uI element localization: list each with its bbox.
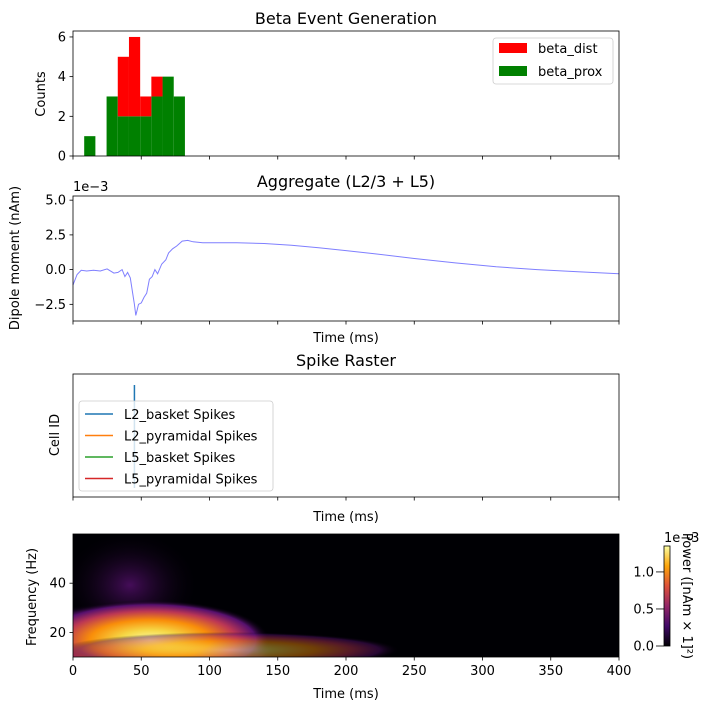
panel4-ylabel: Frequency (Hz) (25, 548, 40, 646)
panel-aggregate-dipole: Aggregate (L2/3 + L5) 1e−3 −2.5 0.0 2.5 5.0… (8, 172, 620, 346)
colorbar-offset-text: 1e−3 (664, 531, 699, 546)
legend-swatch-beta-prox (499, 66, 527, 76)
x-tick-label: 250 (402, 664, 427, 679)
legend-label-beta-prox: beta_prox (538, 65, 603, 80)
x-tick-label: 100 (197, 664, 222, 679)
panel1-title: Beta Event Generation (255, 9, 437, 28)
y-tick-label: −2.5 (34, 298, 66, 313)
legend-swatch-beta-dist (499, 43, 527, 53)
panel3-x-ticks (72, 497, 620, 501)
bar-beta-dist (151, 76, 163, 97)
panel1-legend: beta_dist beta_prox (492, 37, 614, 85)
panel2-x-ticks (72, 321, 620, 325)
panel2-title: Aggregate (L2/3 + L5) (257, 172, 435, 191)
bar-beta-prox (128, 116, 141, 156)
panel4-xlabel: Time (ms) (312, 687, 379, 702)
panel1-ylabel: Counts (34, 71, 49, 117)
bar-beta-prox (173, 96, 185, 156)
panel2-axes-frame (72, 195, 620, 322)
y-tick-label: 2 (58, 110, 66, 125)
x-tick-label: 150 (265, 664, 290, 679)
x-tick-label: 400 (607, 664, 632, 679)
y-tick-label: 40 (49, 577, 66, 592)
legend-label-beta-dist: beta_dist (538, 42, 598, 57)
panel3-title: Spike Raster (296, 351, 396, 370)
bar-beta-prox (117, 116, 129, 156)
colorbar-tick-label: 0.0 (633, 640, 654, 655)
bar-beta-prox (106, 96, 118, 156)
y-tick-label: 4 (58, 70, 66, 85)
x-tick-label: 0 (69, 664, 77, 679)
bar-beta-dist (128, 36, 141, 117)
x-tick-label: 200 (334, 664, 359, 679)
legend-label-0: L2_basket Spikes (124, 408, 235, 423)
x-tick-label: 300 (470, 664, 495, 679)
x-tick-label: 50 (133, 664, 150, 679)
legend-label-2: L5_basket Spikes (124, 451, 235, 466)
y-tick-label: 5.0 (45, 194, 66, 209)
spectrogram-image (73, 534, 619, 657)
bar-beta-prox (84, 136, 96, 156)
panel2-offset-text: 1e−3 (73, 180, 108, 195)
panel-spike-raster: Spike Raster Time (ms) Cell ID L2_basket… (48, 351, 620, 525)
y-tick-label: 2.5 (45, 228, 66, 243)
panel1-x-ticks (72, 156, 620, 160)
bar-beta-prox (140, 116, 152, 156)
histogram-bars (84, 36, 185, 156)
panel2-y-ticks: −2.5 0.0 2.5 5.0 (34, 194, 73, 313)
legend-label-1: L2_pyramidal Spikes (124, 430, 258, 445)
panel1-y-ticks: 0 2 4 6 (58, 30, 73, 165)
y-tick-label: 6 (58, 30, 66, 45)
spectrogram-tail (73, 632, 400, 657)
dipole-line (72, 239, 620, 316)
colorbar: 0.0 0.5 1.0 1e−3 Power ([nAm × 1]²) (633, 531, 699, 659)
panel3-xlabel: Time (ms) (312, 510, 379, 525)
y-tick-label: 0.0 (45, 263, 66, 278)
colorbar-label: Power ([nAm × 1]²) (679, 533, 694, 659)
y-tick-label: 0 (58, 150, 66, 165)
bar-beta-prox (151, 96, 163, 156)
panel2-ylabel: Dipole moment (nAm) (8, 186, 23, 330)
panel4-x-ticks: 0 50 100 150 200 250 300 350 400 (69, 657, 632, 679)
legend-label-3: L5_pyramidal Spikes (124, 473, 258, 488)
x-tick-label: 350 (538, 664, 563, 679)
panel3-ylabel: Cell ID (48, 414, 63, 456)
panel2-xlabel: Time (ms) (312, 331, 379, 346)
y-tick-label: 20 (49, 626, 66, 641)
bar-beta-dist (117, 56, 129, 117)
colorbar-tick-label: 1.0 (633, 565, 654, 580)
panel-beta-event-generation: Beta Event Generation 0 2 4 6 Counts beta_d… (34, 9, 620, 165)
bar-beta-prox (162, 76, 174, 156)
colorbar-tick-label: 0.5 (633, 602, 654, 617)
colorbar-ticks: 0.0 0.5 1.0 (633, 565, 664, 655)
colorbar-gradient (663, 545, 671, 647)
panel3-legend: L2_basket Spikes L2_pyramidal Spikes L5_ba… (78, 400, 274, 492)
bar-beta-dist (140, 96, 152, 117)
